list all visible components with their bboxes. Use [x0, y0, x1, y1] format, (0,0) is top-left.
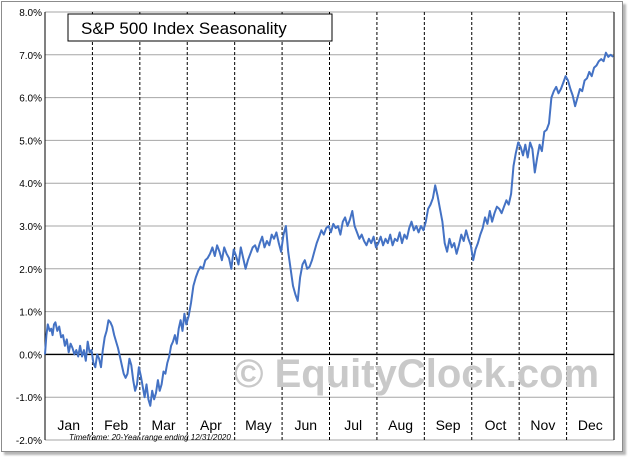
y-tick-label: 2.0%: [19, 265, 42, 276]
x-tick-label: Feb: [104, 417, 128, 433]
title-box: S&P 500 Index Seasonality: [67, 13, 333, 42]
y-tick-label: 6.0%: [19, 94, 42, 105]
x-tick-label: Apr: [200, 417, 222, 433]
y-tick-label: 8.0%: [19, 8, 42, 19]
seasonality-chart: © EquityClock.com -2.0% -1.0% 0.0% 1.0% 2.0%…: [16, 8, 615, 447]
chart-title: S&P 500 Index Seasonality: [81, 19, 287, 38]
x-tick-label: Jan: [57, 417, 80, 433]
series-line: [44, 51, 614, 407]
y-tick-label: 0.0%: [19, 350, 42, 361]
x-tick-labels: Jan Feb Mar Apr May Jun Jul Aug Sep Oct Nov Dec: [57, 417, 602, 433]
y-tick-label: -1.0%: [16, 393, 42, 404]
chart-frame: © EquityClock.com -2.0% -1.0% 0.0% 1.0% 2.0%…: [1, 1, 623, 452]
y-tick-label: 5.0%: [19, 136, 42, 147]
y-tick-label: 7.0%: [19, 51, 42, 62]
y-tick-label: 1.0%: [19, 308, 42, 319]
y-tick-label: 4.0%: [19, 179, 42, 190]
y-tick-label: -2.0%: [16, 436, 42, 447]
x-tick-label: Jun: [295, 417, 318, 433]
footnote: Timeframe: 20-Year range ending 12/31/20…: [69, 433, 231, 442]
x-tick-label: Nov: [530, 417, 555, 433]
x-tick-label: Sep: [436, 417, 461, 433]
y-tick-label: 3.0%: [19, 222, 42, 233]
x-tick-label: Aug: [388, 417, 413, 433]
x-tick-label: Mar: [151, 417, 175, 433]
x-tick-label: Dec: [578, 417, 603, 433]
y-tick-labels: -2.0% -1.0% 0.0% 1.0% 2.0% 3.0% 4.0% 5.0% 6.0% 7.…: [16, 8, 42, 447]
x-tick-label: Oct: [485, 417, 507, 433]
x-tick-label: May: [245, 417, 271, 433]
axes: [44, 12, 615, 440]
vertical-gridlines: [91, 12, 568, 440]
watermark: © EquityClock.com: [234, 352, 599, 396]
x-tick-label: Jul: [344, 417, 362, 433]
